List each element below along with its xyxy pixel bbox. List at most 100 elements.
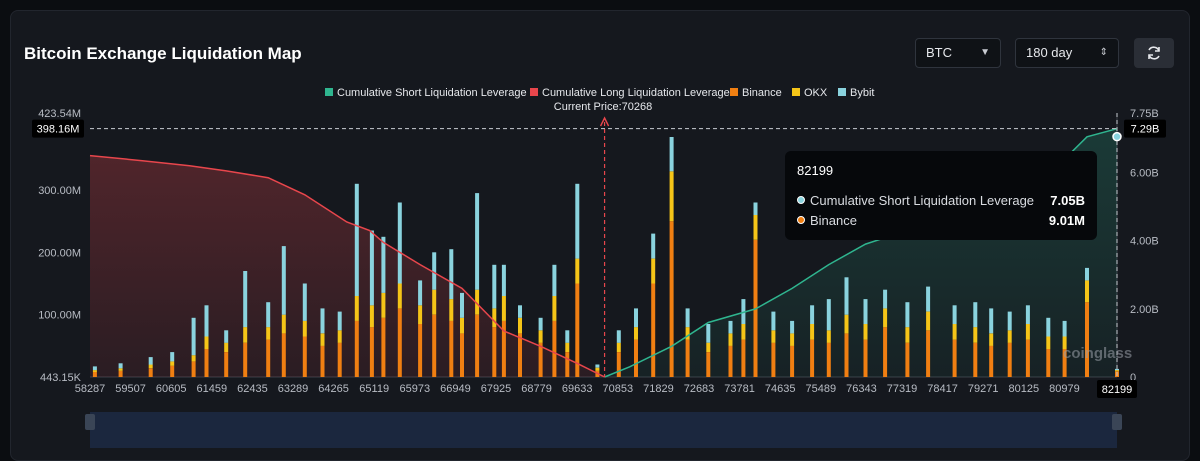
bar-segment (952, 324, 957, 340)
bar-segment (191, 355, 196, 362)
bar-segment (728, 345, 733, 377)
bar-segment (148, 364, 153, 369)
bar-segment (883, 289, 888, 309)
bar-segment (926, 311, 931, 331)
bar-segment (790, 333, 795, 346)
x-axis-tick: 78417 (927, 383, 958, 395)
bar-segment (243, 342, 248, 377)
bar-segment (741, 339, 746, 377)
symbol-select[interactable]: BTC ▼ (915, 38, 1001, 68)
bar-segment (706, 342, 711, 352)
bar-segment (706, 352, 711, 377)
bar-segment (397, 202, 402, 284)
bar-segment (475, 289, 480, 315)
bar-segment (432, 314, 437, 377)
x-axis-tick: 74635 (765, 383, 796, 395)
legend-swatch (838, 88, 846, 96)
zoom-handle-left (85, 414, 95, 430)
bar-segment (1062, 336, 1067, 349)
bar-segment (475, 314, 480, 377)
x-axis-tick: 75489 (806, 383, 837, 395)
bar-segment (826, 299, 831, 331)
bar-segment (492, 327, 497, 377)
bar-segment (204, 305, 209, 337)
bar-segment (1046, 349, 1051, 377)
bar-segment (266, 327, 271, 340)
tooltip-row-value: 7.05B (1050, 192, 1085, 208)
x-axis-tick: 67925 (481, 383, 512, 395)
right-axis-tick: 0 (1130, 372, 1136, 384)
bar-segment (170, 365, 175, 377)
bar-segment (973, 327, 978, 343)
bar-segment (449, 249, 454, 300)
x-axis-tick: 71829 (643, 383, 674, 395)
x-axis-tick: 80979 (1049, 383, 1080, 395)
bar-segment (651, 283, 656, 377)
bar-segment (1007, 342, 1012, 377)
bar-segment (575, 258, 580, 284)
bar-segment (243, 271, 248, 328)
bar-segment (669, 221, 674, 377)
left-axis-tick: 200.00M (38, 247, 81, 259)
bar-segment (449, 299, 454, 321)
page-title: Bitcoin Exchange Liquidation Map (24, 44, 302, 63)
x-axis-tick: 79271 (968, 383, 999, 395)
right-axis-tick: 7.75B (1130, 108, 1159, 120)
legend-label: Cumulative Short Liquidation Leverage (337, 87, 527, 99)
bar-segment (224, 352, 229, 377)
bar-segment (320, 345, 325, 377)
bar-segment (501, 296, 506, 321)
bar-segment (281, 333, 286, 377)
bar-segment (771, 342, 776, 377)
bar-segment (905, 342, 910, 377)
crosshair-x-label: 82199 (1102, 384, 1133, 396)
left-axis-tick: 423.54M (38, 108, 81, 120)
bar-segment (1046, 317, 1051, 337)
bar-segment (381, 236, 386, 293)
bar-segment (810, 324, 815, 340)
bar-segment (810, 339, 815, 377)
bar-segment (595, 367, 600, 371)
bar-segment (1007, 330, 1012, 343)
bar-segment (369, 327, 374, 377)
bar-segment (741, 299, 746, 324)
x-axis-tick: 60605 (156, 383, 187, 395)
bar-segment (92, 370, 97, 372)
bar-segment (320, 308, 325, 334)
bar-segment (634, 308, 638, 328)
current-price-label: Current Price:70268 (554, 101, 652, 113)
bar-segment (224, 342, 229, 352)
bar-segment (753, 214, 758, 240)
bar-segment (826, 342, 831, 377)
bar-segment (337, 342, 342, 377)
bar-segment (810, 305, 815, 324)
short-area (604, 128, 1117, 377)
tooltip-title: 82199 (797, 163, 834, 178)
bar-segment (337, 330, 342, 343)
bar-segment (575, 283, 580, 377)
x-axis-tick: 72683 (684, 383, 715, 395)
caret-down-icon: ▼ (980, 47, 990, 58)
bar-segment (952, 339, 957, 377)
tooltip-dot (797, 216, 805, 224)
bar-segment (728, 333, 733, 346)
bar-segment (651, 258, 656, 284)
x-axis-tick: 64265 (318, 383, 349, 395)
x-axis-tick: 65973 (400, 383, 431, 395)
refresh-button[interactable] (1134, 38, 1174, 68)
x-axis-tick: 62435 (237, 383, 268, 395)
crosshair: 398.16M 7.29B (32, 113, 1166, 377)
bar-segment (706, 324, 711, 343)
right-axis-tick: 2.00B (1130, 304, 1159, 316)
x-axis-tick: 68779 (521, 383, 552, 395)
bar-segment (418, 324, 423, 377)
period-select[interactable]: 180 day ⇕ (1015, 38, 1119, 68)
bar-segment (905, 327, 910, 343)
bar-segment (302, 283, 307, 321)
bar-segment (92, 372, 97, 377)
zoom-slider[interactable] (85, 412, 1122, 448)
refresh-icon (1148, 46, 1160, 60)
x-axis-tick: 58287 (75, 383, 106, 395)
bar-segment (1085, 302, 1089, 377)
